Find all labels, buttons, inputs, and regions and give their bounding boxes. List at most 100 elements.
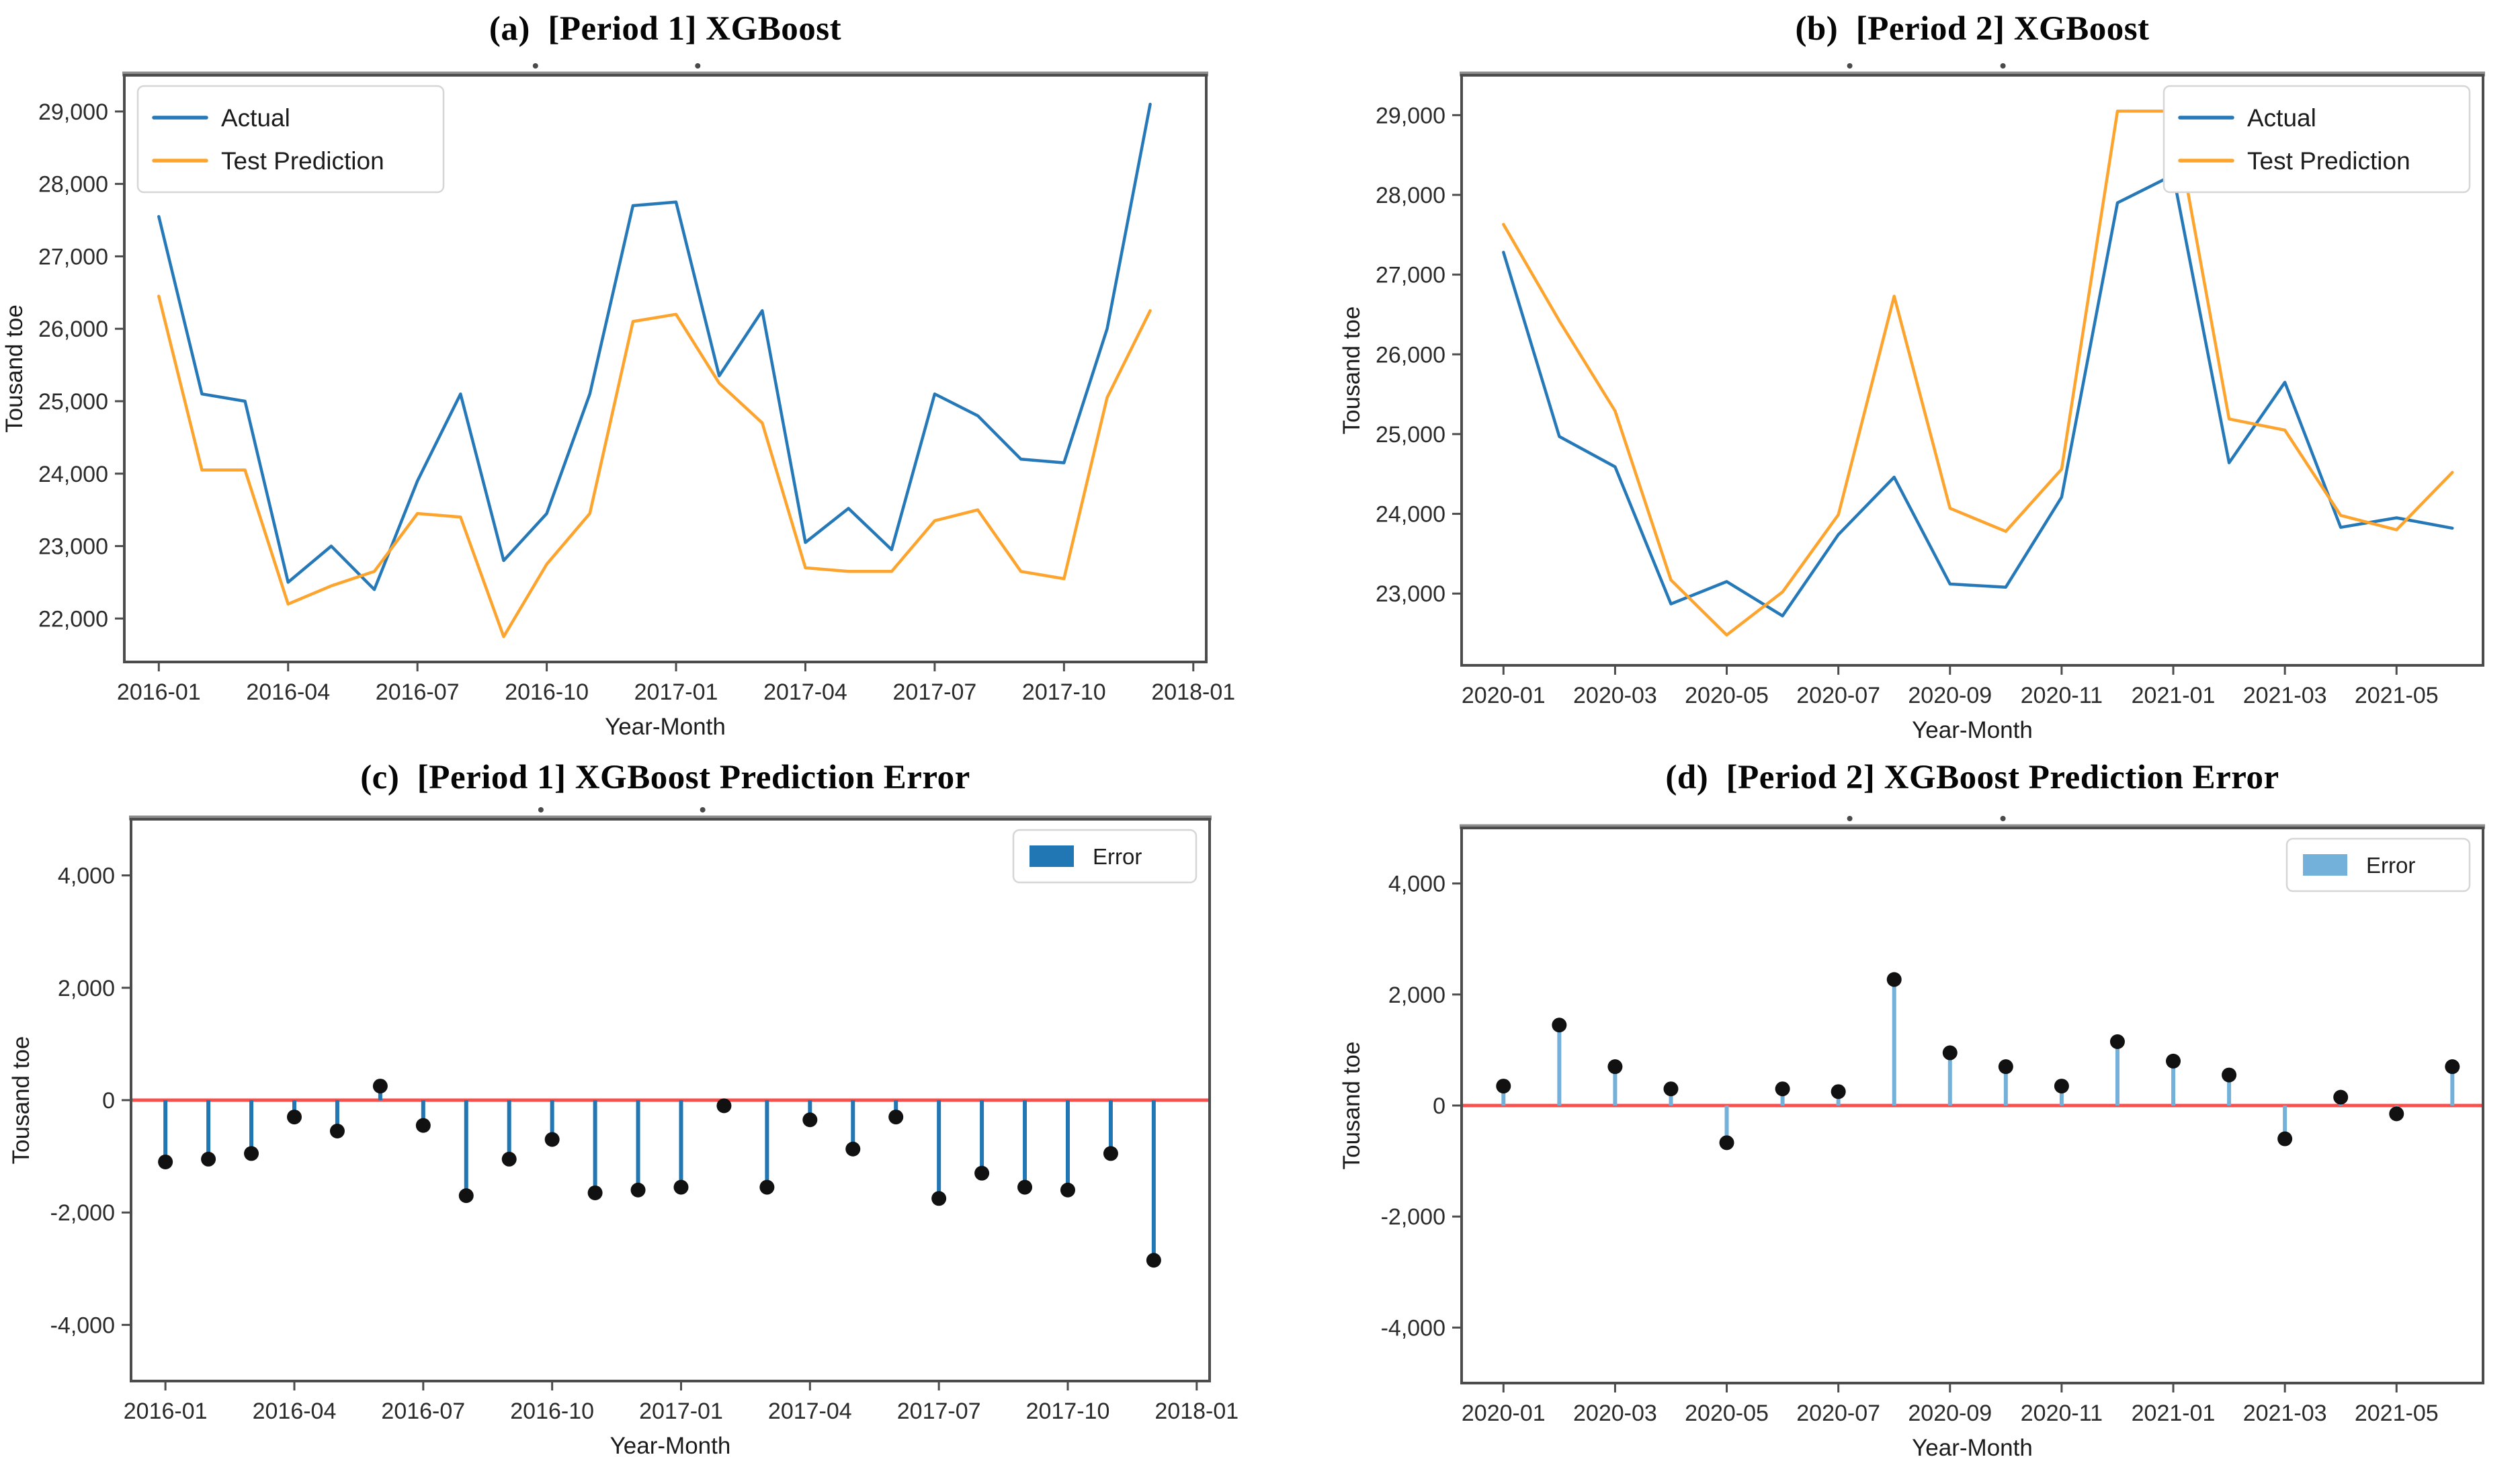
y-tick-label: 23,000: [38, 534, 108, 560]
stray-mark: [532, 63, 538, 69]
y-tick-label: 2,000: [1388, 983, 1445, 1008]
plot-border: [123, 74, 1208, 663]
x-tick-label: 2020-03: [1573, 1401, 1657, 1426]
stray-mark: [695, 63, 701, 69]
x-tick-label: 2021-01: [2132, 683, 2216, 708]
error-dot: [802, 1112, 818, 1128]
chart-title-c: (c) [Period 1] XGBoost Prediction Error: [360, 759, 970, 796]
y-tick-label: 0: [102, 1088, 115, 1114]
y-tick-label: 28,000: [38, 172, 108, 198]
error-dot: [2054, 1079, 2069, 1094]
stray-mark: [1847, 816, 1853, 821]
x-tick-label: 2017-01: [634, 679, 718, 705]
legend-label-test-prediction: Test Prediction: [2247, 147, 2410, 175]
x-tick-label: 2016-04: [246, 679, 330, 705]
chart-canvas-c: -4,000 -2,000 0 2,000 4,000 2016-01 2016-04 201…: [8, 807, 1238, 1457]
y-axis-label: Tousand toe: [8, 1036, 34, 1165]
legend-label-actual: Actual: [221, 104, 290, 132]
x-tick-label: 2017-07: [893, 679, 977, 705]
error-dot: [458, 1188, 474, 1204]
x-tick-label: 2020-09: [1908, 683, 1992, 708]
error-dot: [630, 1182, 646, 1198]
y-tick-label: 27,000: [1376, 263, 1445, 288]
error-dot: [931, 1191, 947, 1206]
error-dot: [1552, 1017, 1567, 1033]
error-dot: [501, 1151, 517, 1167]
error-dot: [201, 1151, 216, 1167]
legend-label-test-prediction: Test Prediction: [221, 147, 384, 175]
actual-line: [157, 102, 1152, 591]
legend-label-actual: Actual: [2247, 104, 2316, 132]
chart-panel-a: (a) [Period 1] XGBoost 22,000 23,000 24,00…: [0, 0, 1260, 740]
y-tick-label: 26,000: [1376, 342, 1445, 368]
chart-title-a: (a) [Period 1] XGBoost: [489, 10, 842, 48]
y-tick-label: -2,000: [50, 1200, 115, 1226]
actual-line: [1502, 173, 2454, 618]
error-dot: [1103, 1146, 1118, 1161]
error-dot: [1496, 1079, 1511, 1094]
x-tick-label: 2017-07: [897, 1399, 981, 1424]
y-tick-label: 0: [1433, 1093, 1445, 1119]
y-tick-label: 24,000: [38, 462, 108, 487]
y-tick-label: 23,000: [1376, 581, 1445, 607]
stray-mark: [1847, 63, 1853, 69]
y-tick-label: 28,000: [1376, 183, 1445, 208]
x-tick-label: 2021-03: [2243, 683, 2327, 708]
error-dot: [716, 1098, 732, 1114]
error-dot: [1942, 1045, 1958, 1060]
error-dot: [2277, 1131, 2293, 1147]
y-tick-label: 29,000: [1376, 103, 1445, 128]
x-tick-label: 2020-09: [1908, 1401, 1992, 1426]
legend-label-error: Error: [2366, 853, 2415, 878]
y-tick-label: 22,000: [38, 606, 108, 632]
y-tick-label: 4,000: [1388, 872, 1445, 897]
x-tick-label: 2020-07: [1796, 1401, 1880, 1426]
x-tick-label: 2016-04: [253, 1399, 337, 1424]
x-tick-label: 2017-10: [1022, 679, 1106, 705]
error-dot: [1017, 1179, 1033, 1195]
x-tick-label: 2018-01: [1151, 679, 1235, 705]
error-dot: [1060, 1182, 1075, 1198]
error-dot: [2389, 1106, 2404, 1122]
y-tick-label: 27,000: [38, 244, 108, 269]
error-dot: [2333, 1089, 2349, 1105]
x-tick-label: 2018-01: [1154, 1399, 1238, 1424]
error-dot: [1998, 1059, 2013, 1075]
x-tick-label: 2016-10: [510, 1399, 594, 1424]
error-dot: [244, 1146, 259, 1161]
y-tick-label: 4,000: [58, 864, 115, 889]
x-tick-label: 2020-01: [1462, 683, 1546, 708]
y-axis-label: Tousand toe: [1, 304, 28, 433]
error-dot: [372, 1079, 388, 1094]
x-tick-label: 2021-05: [2355, 1401, 2439, 1426]
x-axis-label: Year-Month: [605, 714, 726, 740]
y-tick-label: -4,000: [50, 1313, 115, 1338]
error-dot: [673, 1179, 689, 1195]
chart-canvas-d: -4,000 -2,000 0 2,000 4,000 2020-01 2020-03 202…: [1339, 816, 2485, 1457]
error-dot: [415, 1118, 431, 1133]
x-tick-label: 2020-03: [1573, 683, 1657, 708]
y-tick-label: 24,000: [1376, 502, 1445, 528]
x-tick-label: 2016-10: [505, 679, 589, 705]
error-dot: [158, 1154, 173, 1169]
x-tick-label: 2021-05: [2355, 683, 2439, 708]
chart-panel-c: (c) [Period 1] XGBoost Prediction Error …: [0, 728, 1260, 1457]
plot-border: [1460, 74, 2484, 667]
test-prediction-line: [1502, 110, 2454, 637]
error-dot: [759, 1179, 775, 1195]
x-tick-label: 2020-07: [1796, 683, 1880, 708]
error-dot: [2222, 1067, 2237, 1083]
error-dot: [1886, 972, 1902, 987]
x-axis-label: Year-Month: [610, 1433, 731, 1457]
x-tick-label: 2020-05: [1685, 1401, 1769, 1426]
x-axis-label: Year-Month: [1912, 717, 2033, 743]
error-dot: [587, 1185, 603, 1200]
error-dot: [2445, 1059, 2460, 1075]
error-dot: [1607, 1059, 1623, 1075]
x-tick-label: 2020-11: [2021, 1401, 2103, 1426]
legend-swatch-error: [2303, 854, 2347, 876]
error-dot: [544, 1132, 560, 1147]
x-tick-label: 2017-04: [768, 1399, 852, 1424]
legend-swatch-error: [1030, 845, 1074, 867]
test-prediction-line: [157, 294, 1152, 638]
